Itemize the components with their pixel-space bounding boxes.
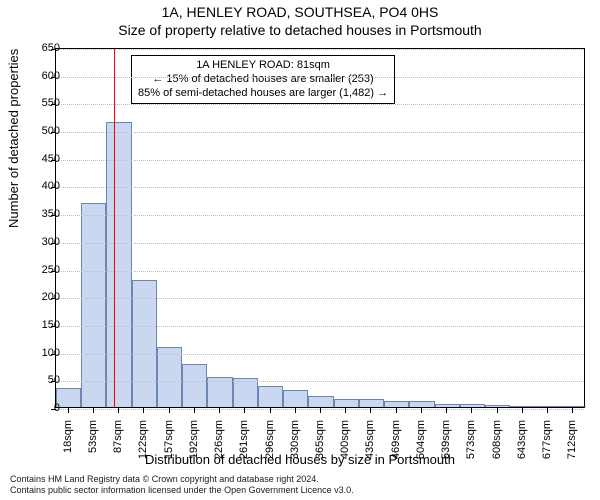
- gridline: [56, 77, 584, 78]
- x-tick-mark: [244, 408, 245, 413]
- gridline: [56, 381, 584, 382]
- histogram-bar: [435, 404, 460, 407]
- histogram-bar: [536, 406, 561, 407]
- gridline: [56, 49, 584, 50]
- histogram-bar: [561, 406, 586, 407]
- x-tick-mark: [396, 408, 397, 413]
- y-tick-label: 250: [10, 264, 60, 276]
- histogram-bar: [409, 401, 434, 407]
- x-tick-mark: [270, 408, 271, 413]
- x-tick-mark: [68, 408, 69, 413]
- gridline: [56, 271, 584, 272]
- chart-subtitle: Size of property relative to detached ho…: [0, 22, 600, 38]
- histogram-bar: [258, 386, 283, 407]
- y-tick-label: 50: [10, 374, 60, 386]
- x-tick-mark: [320, 408, 321, 413]
- y-tick-label: 100: [10, 347, 60, 359]
- x-tick-mark: [219, 408, 220, 413]
- histogram-bar: [460, 404, 485, 407]
- y-tick-label: 150: [10, 319, 60, 331]
- x-tick-mark: [370, 408, 371, 413]
- x-tick-mark: [547, 408, 548, 413]
- gridline: [56, 160, 584, 161]
- x-tick-mark: [194, 408, 195, 413]
- histogram-bar: [106, 122, 131, 407]
- gridline: [56, 298, 584, 299]
- gridline: [56, 326, 584, 327]
- gridline: [56, 243, 584, 244]
- gridline: [56, 215, 584, 216]
- chart-address-title: 1A, HENLEY ROAD, SOUTHSEA, PO4 0HS: [0, 4, 600, 20]
- gridline: [56, 132, 584, 133]
- y-tick-label: 0: [10, 402, 60, 414]
- x-tick-mark: [421, 408, 422, 413]
- gridline: [56, 104, 584, 105]
- x-tick-mark: [497, 408, 498, 413]
- footer-line-2: Contains public sector information licen…: [10, 485, 354, 496]
- histogram-bar: [81, 203, 106, 407]
- x-tick-mark: [93, 408, 94, 413]
- histogram-bar: [157, 347, 182, 407]
- y-tick-label: 200: [10, 291, 60, 303]
- gridline: [56, 354, 584, 355]
- histogram-bar: [384, 401, 409, 407]
- histogram-bar: [283, 390, 308, 407]
- x-tick-mark: [522, 408, 523, 413]
- annotation-line: 1A HENLEY ROAD: 81sqm: [138, 59, 388, 73]
- x-tick-mark: [295, 408, 296, 413]
- footer-attribution: Contains HM Land Registry data © Crown c…: [10, 474, 354, 496]
- histogram-bar: [510, 406, 535, 407]
- histogram-bar: [182, 364, 207, 407]
- histogram-bar: [334, 399, 359, 407]
- histogram-bar: [308, 396, 333, 407]
- annotation-line: ← 15% of detached houses are smaller (25…: [138, 73, 388, 87]
- histogram-bar: [485, 405, 510, 407]
- y-axis-label: Number of detached properties: [6, 49, 21, 228]
- x-tick-mark: [572, 408, 573, 413]
- x-tick-mark: [143, 408, 144, 413]
- annotation-box: 1A HENLEY ROAD: 81sqm← 15% of detached h…: [131, 55, 395, 104]
- x-tick-mark: [169, 408, 170, 413]
- chart-container: 1A, HENLEY ROAD, SOUTHSEA, PO4 0HS Size …: [0, 0, 600, 500]
- plot-area: 1A HENLEY ROAD: 81sqm← 15% of detached h…: [55, 48, 585, 408]
- x-axis-label: Distribution of detached houses by size …: [0, 452, 600, 467]
- annotation-line: 85% of semi-detached houses are larger (…: [138, 87, 388, 101]
- gridline: [56, 187, 584, 188]
- x-tick-mark: [118, 408, 119, 413]
- x-tick-mark: [345, 408, 346, 413]
- histogram-bar: [359, 399, 384, 407]
- y-tick-label: 300: [10, 236, 60, 248]
- x-tick-mark: [446, 408, 447, 413]
- footer-line-1: Contains HM Land Registry data © Crown c…: [10, 474, 354, 485]
- histogram-bar: [233, 378, 258, 407]
- x-tick-mark: [471, 408, 472, 413]
